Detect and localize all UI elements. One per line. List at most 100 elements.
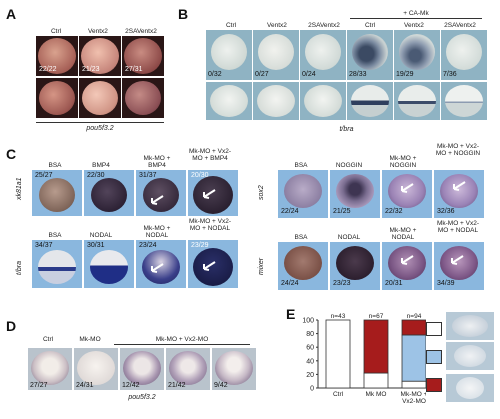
panel-c-lt-gene: xk81a1: [16, 177, 23, 200]
panel-c-rb-header: NODAL: [337, 234, 361, 241]
panel-d-count: 12/42: [122, 382, 140, 389]
y-tick-label: 0: [310, 386, 314, 393]
bar-segment: [363, 372, 389, 389]
panel-b-group-header: + CA-Mk: [403, 10, 429, 17]
panel-c-tile: 22/24: [278, 170, 328, 218]
panel-b-tile: 0/32: [206, 30, 252, 80]
panel-c-tile: 22/30: [84, 170, 134, 216]
bar-segment: [401, 319, 426, 336]
panel-c-rb-header: Mk-MO + NODAL: [389, 227, 417, 241]
panel-a-tile: [36, 78, 78, 118]
panel-c-count: 23/24: [139, 242, 157, 249]
arrow-icon: [151, 195, 164, 205]
panel-b-tile: 0/27: [253, 30, 299, 80]
panel-a-count: 27/31: [125, 66, 143, 73]
category-label: Vx2-MO: [402, 398, 426, 405]
n-label: n=67: [369, 313, 384, 320]
panel-d-tile: 21/42: [166, 348, 210, 390]
panel-c-rt-gene: sox2: [258, 185, 265, 200]
legend-swatch: [426, 350, 442, 364]
panel-a-count: 22/22: [39, 66, 57, 73]
panel-c-tile: 22/32: [382, 170, 432, 218]
panel-c-count: 22/32: [385, 208, 403, 215]
category-label: Mk MO: [366, 391, 387, 398]
panel-b-count: 19/29: [396, 71, 414, 78]
panel-c-tile: 34/37: [32, 240, 82, 288]
panel-d-header-ctrl: Ctrl: [42, 336, 54, 343]
bar-segment: [325, 319, 351, 389]
panel-d-tile: 9/42: [212, 348, 256, 390]
panel-a-header-2saventx2: 2SAVentx2: [125, 28, 157, 35]
panel-c-count: 30/31: [87, 242, 105, 249]
panel-b-label: B: [178, 6, 189, 22]
y-tick-label: 100: [302, 318, 314, 325]
panel-e-label: E: [286, 306, 296, 322]
panel-d-tile: 12/42: [120, 348, 164, 390]
panel-b-tile: 0/24: [300, 30, 346, 80]
bar-segment: [401, 380, 426, 389]
panel-b-tile: [206, 82, 252, 120]
panel-b-tile: 28/33: [347, 30, 393, 80]
panel-a-tile: 21/23: [79, 36, 121, 76]
panel-c-count: 20/31: [385, 280, 403, 287]
panel-b-tile: [394, 82, 440, 120]
panel-c-tile: 24/24: [278, 242, 328, 290]
legend-swatch: [426, 378, 442, 392]
arrow-icon: [401, 255, 414, 265]
bar-segment: [401, 334, 426, 382]
panel-c-count: 20/30: [191, 172, 209, 179]
panel-a-tile: [122, 78, 164, 118]
panel-c-rt-header: BSA: [294, 162, 308, 169]
panel-b-count: 0/24: [302, 71, 316, 78]
arrow-icon: [151, 263, 164, 273]
legend-embryo-image: [446, 342, 494, 370]
panel-a-label: A: [6, 6, 17, 22]
category-label: Ctrl: [333, 391, 344, 398]
panel-b-tile: 19/29: [394, 30, 440, 80]
panel-c-count: 25/27: [35, 172, 53, 179]
panel-c-label: C: [6, 146, 17, 162]
panel-a-gene: pou5f3.2: [86, 125, 114, 132]
panel-b-header: Ctrl: [225, 22, 237, 29]
panel-b-tile: 7/36: [441, 30, 487, 80]
panel-c-tile: 30/31: [84, 240, 134, 288]
arrow-icon: [451, 255, 464, 265]
panel-b-count: 0/27: [255, 71, 269, 78]
panel-b-header: 2SAVentx2: [308, 22, 340, 29]
panel-e-chart: 0 20 40 60 80 100 n=43 Ctrl n=67 Mk MO n=94 Mk-MO +…: [302, 313, 426, 405]
panel-b-header: Ventx2: [267, 22, 287, 29]
panel-c-tile: 20/31: [382, 242, 432, 290]
bar-segment: [363, 319, 389, 374]
panel-c-count: 34/37: [35, 242, 53, 249]
panel-b-count: 0/32: [208, 71, 222, 78]
n-label: n=94: [407, 313, 422, 320]
panel-d-tile: 27/27: [28, 348, 72, 390]
panel-c-tile: 34/39: [434, 242, 484, 290]
panel-b-gene: t/bra: [339, 126, 354, 133]
panel-d-group-line: [114, 344, 250, 345]
panel-a-count: 21/23: [82, 66, 100, 73]
panel-c-lb-header: Mk-MO + Vx2-MO + NODAL: [188, 218, 232, 232]
panel-c-lb-header: NODAL: [89, 232, 113, 239]
arrow-icon: [401, 183, 414, 193]
panel-b-count: 28/33: [349, 71, 367, 78]
panel-c-lt-header: BSA: [48, 162, 62, 169]
panel-c-rt-header: Mk-MO + Vx2-MO + NOGGIN: [435, 143, 481, 157]
panel-c-rt-header: NOGGIN: [335, 162, 363, 169]
panel-b-tile: [347, 82, 393, 120]
legend-swatch: [426, 322, 442, 336]
y-tick-label: 60: [306, 345, 314, 352]
panel-c-count: 34/39: [437, 280, 455, 287]
panel-c-tile: 32/36: [434, 170, 484, 218]
category-label: Mk-MO +: [401, 391, 426, 398]
panel-c-count: 32/36: [437, 208, 455, 215]
panel-c-tile: 25/27: [32, 170, 82, 216]
panel-c-count: 22/30: [87, 172, 105, 179]
panel-c-tile: 20/30: [188, 170, 238, 216]
arrow-icon: [453, 181, 466, 191]
panel-c-tile: 23/29: [188, 240, 238, 288]
panel-c-lt-header: BMP4: [92, 162, 110, 169]
panel-c-tile: 21/25: [330, 170, 380, 218]
y-tick-label: 40: [306, 358, 314, 365]
panel-b-tile: [300, 82, 346, 120]
